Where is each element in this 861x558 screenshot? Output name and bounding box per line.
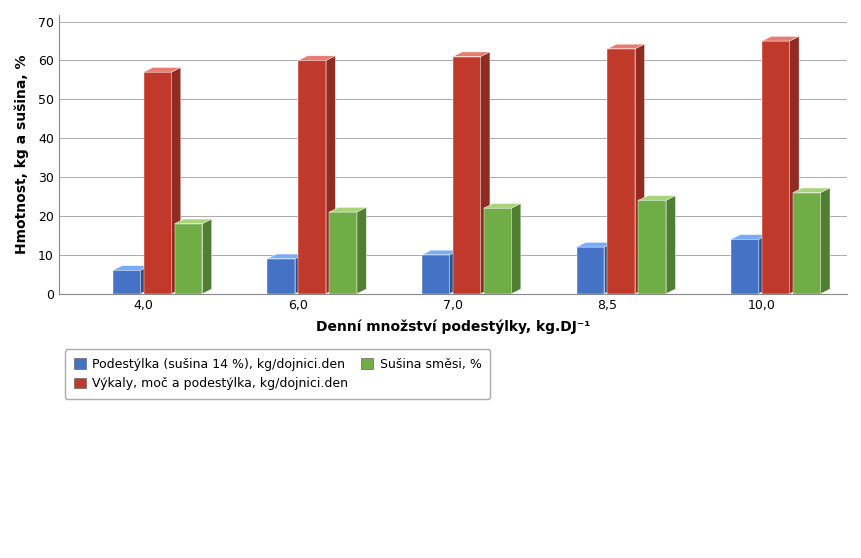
Polygon shape [607, 44, 644, 49]
Polygon shape [666, 196, 675, 294]
Polygon shape [144, 68, 181, 72]
Legend: Podestýlka (sušina 14 %), kg/dojnici.den, Výkaly, moč a podestýlka, kg/dojnici.d: Podestýlka (sušina 14 %), kg/dojnici.den… [65, 349, 490, 399]
Polygon shape [758, 234, 767, 294]
Polygon shape [483, 208, 511, 294]
Polygon shape [480, 52, 489, 294]
Polygon shape [730, 239, 758, 294]
Polygon shape [144, 72, 171, 294]
Polygon shape [449, 250, 459, 294]
Polygon shape [421, 255, 449, 294]
Polygon shape [267, 254, 304, 259]
Polygon shape [329, 208, 366, 212]
Polygon shape [175, 219, 212, 224]
Polygon shape [294, 254, 304, 294]
Polygon shape [638, 200, 666, 294]
Polygon shape [356, 208, 366, 294]
Polygon shape [820, 188, 829, 294]
Polygon shape [267, 259, 294, 294]
X-axis label: Denní množství podestýlky, kg.DJ⁻¹: Denní množství podestýlky, kg.DJ⁻¹ [315, 320, 589, 334]
Polygon shape [576, 242, 613, 247]
Polygon shape [140, 266, 150, 294]
Polygon shape [113, 271, 140, 294]
Polygon shape [113, 266, 150, 271]
Polygon shape [298, 56, 335, 60]
Polygon shape [761, 41, 789, 294]
Polygon shape [483, 204, 520, 208]
Polygon shape [329, 212, 356, 294]
Polygon shape [421, 250, 459, 255]
Polygon shape [511, 204, 520, 294]
Polygon shape [792, 193, 820, 294]
Polygon shape [452, 52, 489, 56]
Polygon shape [175, 224, 202, 294]
Y-axis label: Hmotnost, kg a sušina, %: Hmotnost, kg a sušina, % [15, 55, 29, 254]
Polygon shape [635, 44, 644, 294]
Polygon shape [789, 36, 798, 294]
Polygon shape [730, 234, 767, 239]
Polygon shape [638, 196, 675, 200]
Polygon shape [576, 247, 604, 294]
Polygon shape [607, 49, 635, 294]
Polygon shape [171, 68, 181, 294]
Polygon shape [604, 242, 613, 294]
Polygon shape [298, 60, 325, 294]
Polygon shape [792, 188, 829, 193]
Polygon shape [452, 56, 480, 294]
Polygon shape [325, 56, 335, 294]
Polygon shape [761, 36, 798, 41]
Polygon shape [202, 219, 212, 294]
